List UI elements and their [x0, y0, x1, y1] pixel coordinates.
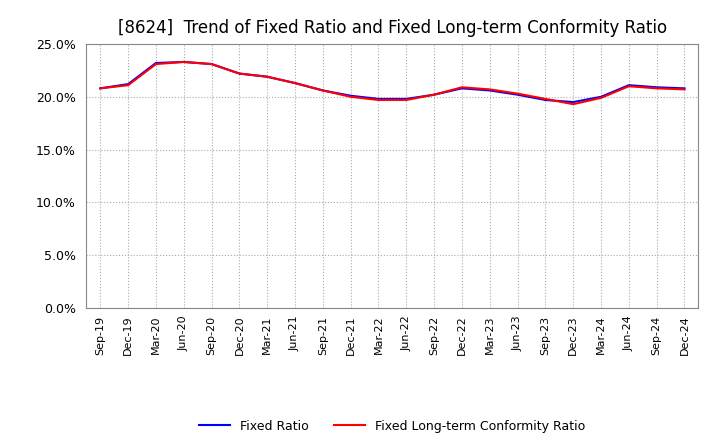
Fixed Ratio — [485, 88, 494, 93]
Fixed Long-term Conformity Ratio — [569, 102, 577, 107]
Fixed Long-term Conformity Ratio — [430, 92, 438, 97]
Fixed Ratio — [652, 84, 661, 90]
Fixed Ratio — [513, 92, 522, 97]
Fixed Long-term Conformity Ratio — [652, 86, 661, 91]
Fixed Ratio — [569, 99, 577, 105]
Fixed Ratio — [318, 88, 327, 93]
Fixed Long-term Conformity Ratio — [263, 74, 271, 79]
Fixed Ratio — [235, 71, 243, 76]
Fixed Long-term Conformity Ratio — [513, 91, 522, 96]
Fixed Ratio — [458, 86, 467, 91]
Fixed Long-term Conformity Ratio — [179, 59, 188, 65]
Fixed Ratio — [179, 59, 188, 65]
Fixed Long-term Conformity Ratio — [235, 71, 243, 76]
Fixed Long-term Conformity Ratio — [541, 96, 550, 102]
Fixed Long-term Conformity Ratio — [318, 88, 327, 93]
Line: Fixed Ratio: Fixed Ratio — [100, 62, 685, 102]
Fixed Long-term Conformity Ratio — [291, 81, 300, 86]
Legend: Fixed Ratio, Fixed Long-term Conformity Ratio: Fixed Ratio, Fixed Long-term Conformity … — [194, 414, 590, 437]
Fixed Long-term Conformity Ratio — [458, 84, 467, 90]
Fixed Ratio — [96, 86, 104, 91]
Fixed Long-term Conformity Ratio — [152, 62, 161, 67]
Fixed Ratio — [263, 74, 271, 79]
Fixed Ratio — [430, 92, 438, 97]
Fixed Long-term Conformity Ratio — [96, 86, 104, 91]
Fixed Long-term Conformity Ratio — [207, 62, 216, 67]
Fixed Long-term Conformity Ratio — [597, 95, 606, 100]
Fixed Long-term Conformity Ratio — [680, 87, 689, 92]
Fixed Ratio — [152, 60, 161, 66]
Fixed Ratio — [680, 86, 689, 91]
Fixed Ratio — [402, 96, 410, 102]
Line: Fixed Long-term Conformity Ratio: Fixed Long-term Conformity Ratio — [100, 62, 685, 104]
Fixed Long-term Conformity Ratio — [374, 97, 383, 103]
Fixed Long-term Conformity Ratio — [402, 97, 410, 103]
Fixed Long-term Conformity Ratio — [485, 87, 494, 92]
Title: [8624]  Trend of Fixed Ratio and Fixed Long-term Conformity Ratio: [8624] Trend of Fixed Ratio and Fixed Lo… — [118, 19, 667, 37]
Fixed Ratio — [597, 94, 606, 99]
Fixed Ratio — [124, 81, 132, 87]
Fixed Ratio — [624, 83, 633, 88]
Fixed Long-term Conformity Ratio — [624, 84, 633, 89]
Fixed Ratio — [207, 62, 216, 67]
Fixed Long-term Conformity Ratio — [124, 83, 132, 88]
Fixed Ratio — [291, 81, 300, 86]
Fixed Ratio — [374, 96, 383, 102]
Fixed Ratio — [541, 97, 550, 103]
Fixed Long-term Conformity Ratio — [346, 94, 355, 99]
Fixed Ratio — [346, 93, 355, 99]
